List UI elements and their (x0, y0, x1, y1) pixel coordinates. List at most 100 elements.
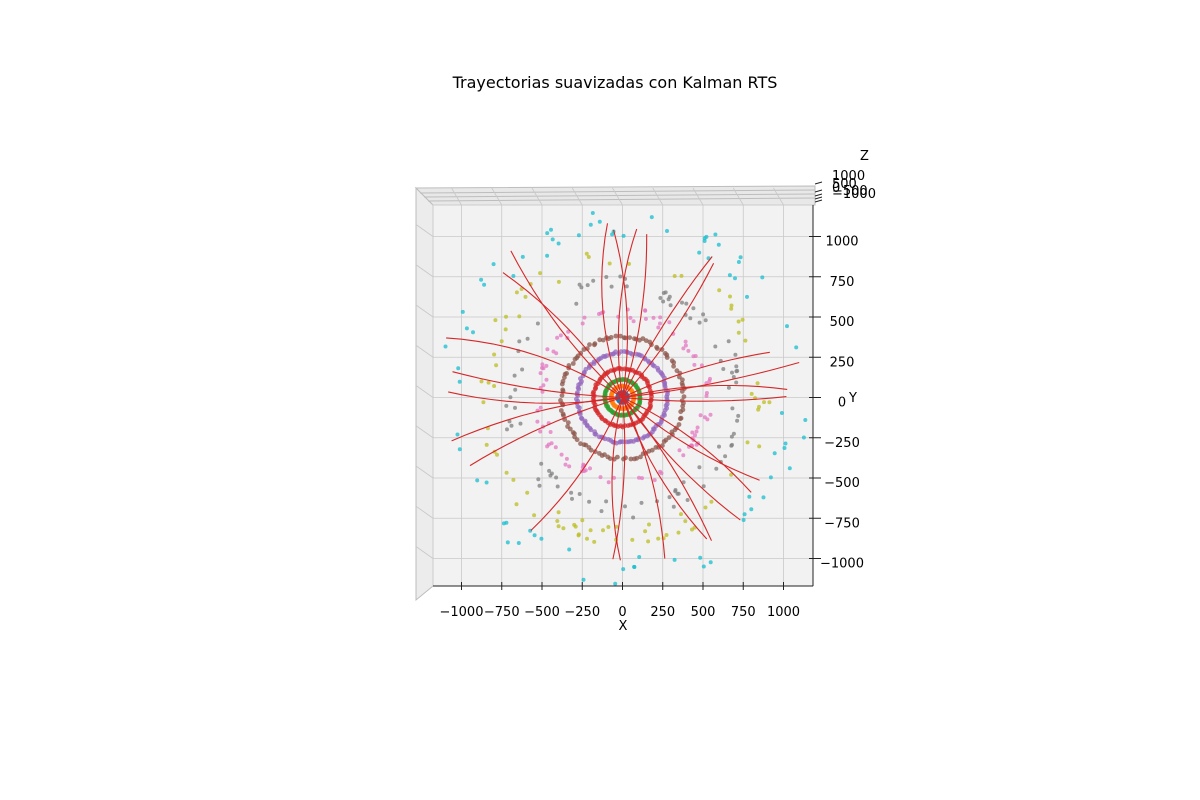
hit-point (782, 446, 787, 450)
layer-8-hits (504, 274, 741, 520)
hit-point (681, 480, 686, 485)
hit-point (693, 354, 698, 358)
z-tick-label: 1000 (832, 169, 865, 184)
hit-point (587, 342, 592, 347)
hit-point (705, 417, 710, 422)
hit-point (503, 327, 508, 332)
hit-point (760, 275, 765, 280)
hit-point (624, 284, 629, 289)
hit-point (745, 294, 749, 299)
hit-point (613, 581, 618, 586)
hit-point (772, 451, 777, 456)
hit-point (535, 321, 540, 326)
hit-point (604, 499, 609, 504)
chart-title: Trayectorias suavizadas con Kalman RTS (452, 73, 778, 92)
hit-point (667, 294, 672, 299)
hit-point (632, 565, 637, 569)
hit-point (721, 367, 726, 371)
hit-point (559, 393, 565, 398)
hit-point (556, 279, 561, 284)
hit-point (740, 317, 745, 322)
hit-point (674, 368, 680, 374)
hit-point (538, 385, 543, 390)
hit-point (609, 284, 614, 289)
hit-point (612, 475, 616, 480)
z-tick (814, 189, 823, 193)
hit-point (535, 419, 540, 424)
hit-point (588, 427, 594, 433)
hit-point (504, 403, 509, 408)
y-tick-label: −500 (824, 476, 860, 491)
hit-point (572, 356, 578, 362)
hit-point (631, 319, 636, 324)
hit-point (659, 347, 665, 352)
hit-point (538, 429, 543, 434)
hit-point (550, 237, 555, 242)
pane-gridline (415, 465, 434, 479)
hit-point (495, 452, 499, 457)
hit-point (686, 348, 691, 353)
hit-point (734, 380, 739, 385)
pane-gridline (415, 304, 434, 318)
hit-point (667, 320, 672, 325)
hit-point (658, 296, 663, 300)
hit-point (680, 300, 684, 305)
hit-point (464, 326, 469, 331)
hit-point (699, 363, 704, 368)
hit-point (729, 303, 734, 308)
hit-point (661, 299, 666, 304)
hit-point (731, 431, 736, 436)
hit-point (587, 499, 592, 504)
hit-point (664, 533, 669, 537)
hit-point (702, 239, 707, 243)
hit-point (615, 454, 620, 460)
hit-point (536, 477, 541, 482)
pane-gridline (571, 187, 583, 206)
hit-point (672, 557, 677, 562)
hit-point (716, 242, 721, 247)
hit-point (556, 510, 561, 515)
hit-point (637, 555, 642, 559)
hit-point (680, 407, 686, 413)
hit-point (513, 405, 517, 410)
y-tick-label: −250 (824, 436, 860, 451)
trajectory-21 (621, 397, 666, 559)
hit-point (479, 277, 484, 282)
pane-gridline (415, 344, 434, 358)
hit-point (623, 455, 628, 461)
hit-point (545, 444, 550, 449)
hit-point (708, 412, 713, 417)
z-tick (814, 196, 823, 200)
hit-point (573, 524, 578, 529)
hit-point (623, 504, 627, 509)
hit-point (803, 418, 808, 422)
hit-point (662, 351, 668, 356)
hit-point (761, 495, 766, 500)
hit-point (762, 400, 766, 405)
hit-point (652, 478, 657, 483)
hit-point (733, 352, 738, 357)
hit-point (486, 380, 491, 385)
hit-point (591, 278, 596, 283)
hit-point (736, 319, 741, 324)
hit-point (607, 456, 613, 461)
hit-point (514, 502, 519, 507)
hit-point (517, 339, 522, 344)
hit-point (555, 484, 560, 489)
hit-point (576, 386, 582, 392)
hit-point (505, 427, 509, 432)
layer-9-hits (479, 251, 772, 544)
hit-point (656, 536, 661, 541)
pane-gridline (732, 187, 744, 206)
hit-point (523, 294, 528, 299)
z-axis-label: Z (860, 149, 869, 164)
hit-point (501, 521, 506, 526)
hit-point (561, 413, 566, 418)
trajectory-2 (613, 229, 628, 398)
hit-point (555, 335, 560, 340)
hit-point (749, 507, 754, 512)
trajectory-26 (622, 396, 787, 402)
hit-point (787, 466, 792, 471)
hit-point (694, 429, 699, 434)
x-tick-label: −250 (564, 605, 600, 620)
